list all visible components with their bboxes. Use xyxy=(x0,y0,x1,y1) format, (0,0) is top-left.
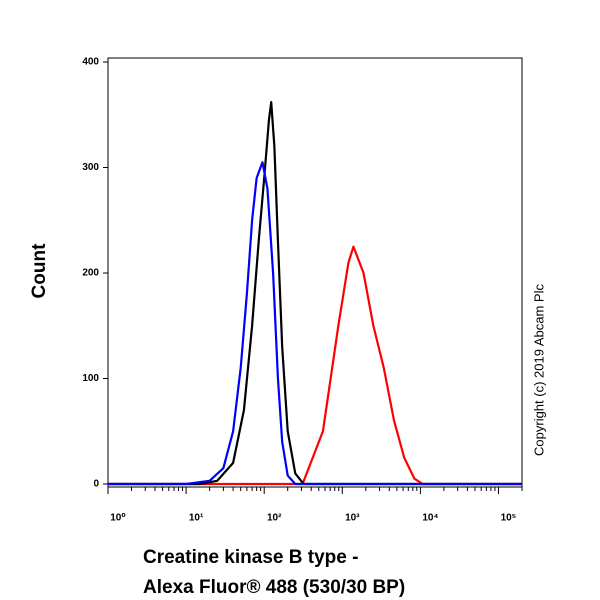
x-tick-label: 10⁵ xyxy=(501,513,517,524)
y-axis-label: Count xyxy=(29,243,50,299)
histogram-line xyxy=(108,245,522,486)
histogram-line xyxy=(108,161,522,486)
y-tick-label: 400 xyxy=(82,57,99,68)
histogram-line xyxy=(108,100,522,486)
plot-frame xyxy=(107,57,523,488)
x-axis-label: Alexa Fluor® 488 (530/30 BP) xyxy=(143,577,405,598)
x-tick-label: 10³ xyxy=(345,513,360,524)
x-axis-label: Creatine kinase B type - xyxy=(143,547,358,568)
copyright: Copyright (c) 2019 Abcam Plc xyxy=(531,284,546,456)
y-tick-label: 100 xyxy=(82,373,99,384)
y-tick-label: 200 xyxy=(82,268,99,279)
x-tick-label: 10² xyxy=(267,513,282,524)
x-tick-label: 10⁰ xyxy=(110,513,126,524)
x-tick-label: 10⁴ xyxy=(422,513,438,524)
y-tick-label: 0 xyxy=(93,479,99,490)
y-tick-label: 300 xyxy=(82,162,99,173)
x-tick-label: 10¹ xyxy=(189,513,204,524)
